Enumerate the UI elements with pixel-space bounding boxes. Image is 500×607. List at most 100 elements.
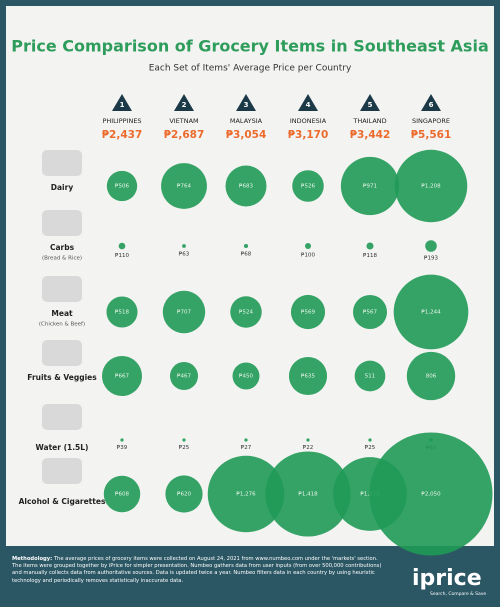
bubble-label: ₱635 (301, 374, 315, 380)
rank-badge (298, 94, 318, 111)
bubble (306, 438, 310, 442)
item-icon (42, 210, 82, 236)
bubble (368, 438, 372, 442)
bubble-label: ₱110 (115, 253, 129, 259)
rank-number: 6 (429, 101, 434, 109)
row-label: Dairy (51, 183, 74, 192)
bubble (305, 243, 311, 249)
bubble-label: ₱518 (115, 310, 129, 316)
bubble (265, 451, 351, 537)
bubble-label: ₱63 (179, 251, 190, 257)
bubble-label: ₱25 (365, 445, 376, 451)
row-label: Water (1.5L) (36, 443, 89, 452)
bubble (244, 438, 248, 442)
country-name: MALAYSIA (230, 117, 263, 125)
bubble (118, 242, 126, 250)
bubble (165, 475, 203, 513)
rank-number: 2 (182, 101, 187, 109)
row-label: Fruits & Veggies (27, 373, 97, 382)
bubble (406, 351, 456, 401)
row-label: Alcohol & Cigarettes (19, 497, 106, 506)
bubble-label: ₱68 (241, 252, 252, 258)
country-total: ₱2,437 (102, 129, 143, 141)
bubble-label: ₱118 (363, 253, 377, 259)
bubble (290, 294, 326, 330)
country-total: ₱3,054 (226, 129, 267, 141)
bubble (161, 163, 207, 209)
chart-subtitle: Each Set of Items' Average Price per Cou… (149, 64, 352, 74)
logo-tagline: Search, Compare & Save (430, 592, 487, 597)
logo: iprice (412, 566, 482, 591)
rank-badge (112, 94, 132, 111)
bubble-label: ₱524 (239, 310, 253, 316)
rank-badge (174, 94, 194, 111)
bubble (101, 355, 143, 397)
bubble-label: ₱1,418 (298, 492, 318, 498)
country-name: PHILIPPINES (102, 117, 141, 125)
rank-badge (421, 94, 441, 111)
row-note: (Chicken & Beef) (39, 322, 85, 328)
bubble (232, 362, 260, 390)
methodology: Methodology: The average prices of groce… (12, 556, 382, 585)
row-note: (Bread & Rice) (42, 256, 82, 262)
bubble-label: ₱683 (239, 184, 253, 190)
bubble-label: 806 (426, 374, 437, 380)
bubble (340, 156, 400, 216)
bubble-label: ₱1,244 (421, 310, 441, 316)
item-icon (42, 276, 82, 302)
bubble (292, 170, 324, 202)
bubble-label: ₱25 (179, 445, 190, 451)
rank-badge (360, 94, 380, 111)
bubble (425, 240, 437, 252)
bubble-label: ₱193 (424, 255, 438, 261)
item-icon (42, 404, 82, 430)
bubble (288, 356, 328, 396)
bubble-label: ₱608 (115, 492, 129, 498)
bubble (182, 244, 186, 248)
country-total: ₱3,170 (288, 129, 329, 141)
bubble (366, 242, 374, 250)
bubble-label: ₱667 (115, 374, 129, 380)
bubble (354, 360, 386, 392)
bubble-label: ₱707 (177, 310, 191, 316)
bubble (393, 274, 469, 350)
country-name: THAILAND (352, 117, 386, 125)
country-total: ₱5,561 (411, 129, 452, 141)
row-label: Meat (51, 309, 73, 318)
bubble-label: ₱1,208 (421, 184, 441, 190)
row-label: Carbs (50, 243, 75, 252)
bubble-label: ₱764 (177, 184, 191, 190)
bubble (162, 290, 206, 334)
bubble (394, 149, 468, 223)
methodology-text: The average prices of grocery items were… (12, 556, 382, 584)
country-total: ₱3,442 (350, 129, 391, 141)
bubble-label: ₱467 (177, 374, 191, 380)
bubble-label: ₱27 (241, 445, 252, 451)
rank-badge (236, 94, 256, 111)
bubble-label: ₱1,276 (236, 492, 256, 498)
bubble (120, 438, 124, 442)
bubble (182, 438, 186, 442)
bubble-label: ₱2,050 (421, 492, 441, 498)
bubble (207, 455, 285, 533)
bubble (106, 296, 138, 328)
bubble-label: ₱567 (363, 310, 377, 316)
country-total: ₱2,687 (164, 129, 205, 141)
bubble-label: ₱971 (363, 184, 377, 190)
rank-number: 3 (244, 101, 249, 109)
bubble-label: ₱620 (177, 492, 191, 498)
item-icon (42, 458, 82, 484)
rank-number: 1 (120, 101, 125, 109)
bubble (225, 165, 267, 207)
bubble-label: ₱569 (301, 310, 315, 316)
country-name: INDONESIA (290, 117, 327, 125)
bubble-label: 511 (365, 374, 376, 380)
bubble (243, 243, 249, 249)
bubble (230, 296, 262, 328)
methodology-label: Methodology: (12, 556, 53, 562)
bubble-label: ₱39 (117, 445, 128, 451)
bubble (103, 475, 141, 513)
country-name: SINGAPORE (412, 117, 450, 125)
